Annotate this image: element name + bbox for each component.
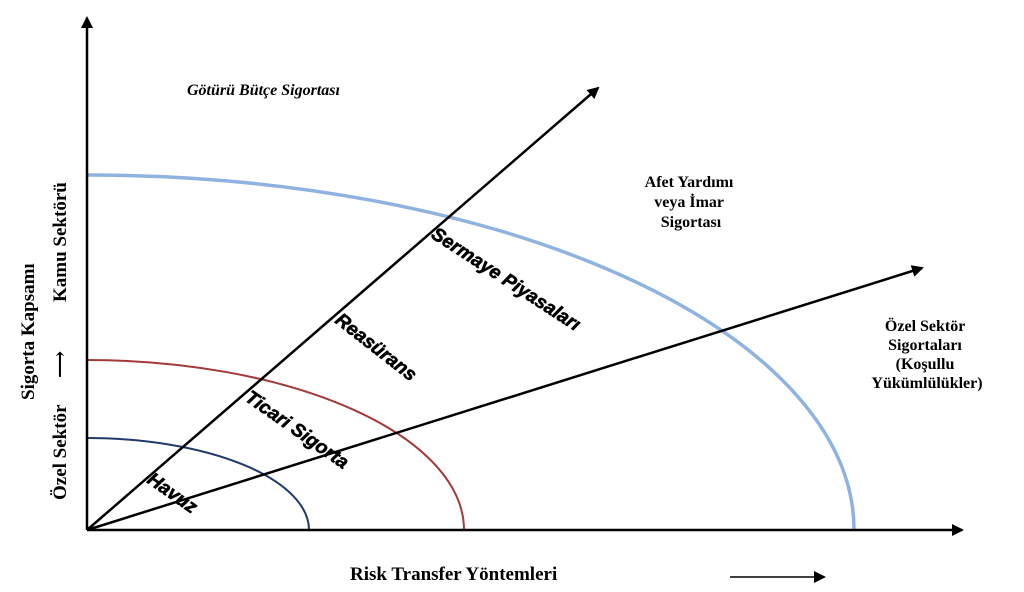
shallow-diagonal-arrow [86, 265, 924, 532]
x-axis-label: Risk Transfer Yöntemleri [350, 564, 557, 585]
middle-arc [86, 359, 465, 531]
region-private-line-2: Sigortaları [888, 337, 962, 354]
steep-diagonal-arrow [86, 86, 600, 531]
y-axis-title: Sigorta Kapsamı [18, 263, 39, 400]
region-private-line-1: Özel Sektör [885, 317, 965, 335]
y-axis-arrow: ⟶ [50, 351, 71, 378]
region-private-line-3: (Koşullu [896, 356, 955, 373]
band-label-reasurans: Reasürans [331, 309, 421, 385]
band-label-havuz: Havuz [143, 469, 201, 519]
outer-arc [86, 173, 856, 531]
region-private-line-4: Yükümlülükler) [871, 375, 982, 392]
region-disaster-line-2: veya İmar [654, 192, 724, 211]
y-axis-top-label: Kamu Sektörü [50, 182, 71, 302]
region-disaster-line-3: Sigortası [661, 214, 722, 231]
region-private-label: Özel Sektör Sigortaları (Koşullu Yükümlü… [871, 317, 982, 392]
inner-arc [86, 437, 310, 531]
band-label-sermaye: Sermaye Piyasaları [427, 224, 584, 336]
region-disaster-line-1: Afet Yardımı [645, 174, 734, 191]
region-disaster-label: Afet Yardımı veya İmar Sigortası [645, 174, 738, 231]
top-label: Götürü Bütçe Sigortası [187, 82, 340, 99]
band-label-ticari: Ticari Sigorta [241, 387, 353, 474]
y-axis-bottom-label: Özel Sektör [50, 404, 71, 500]
